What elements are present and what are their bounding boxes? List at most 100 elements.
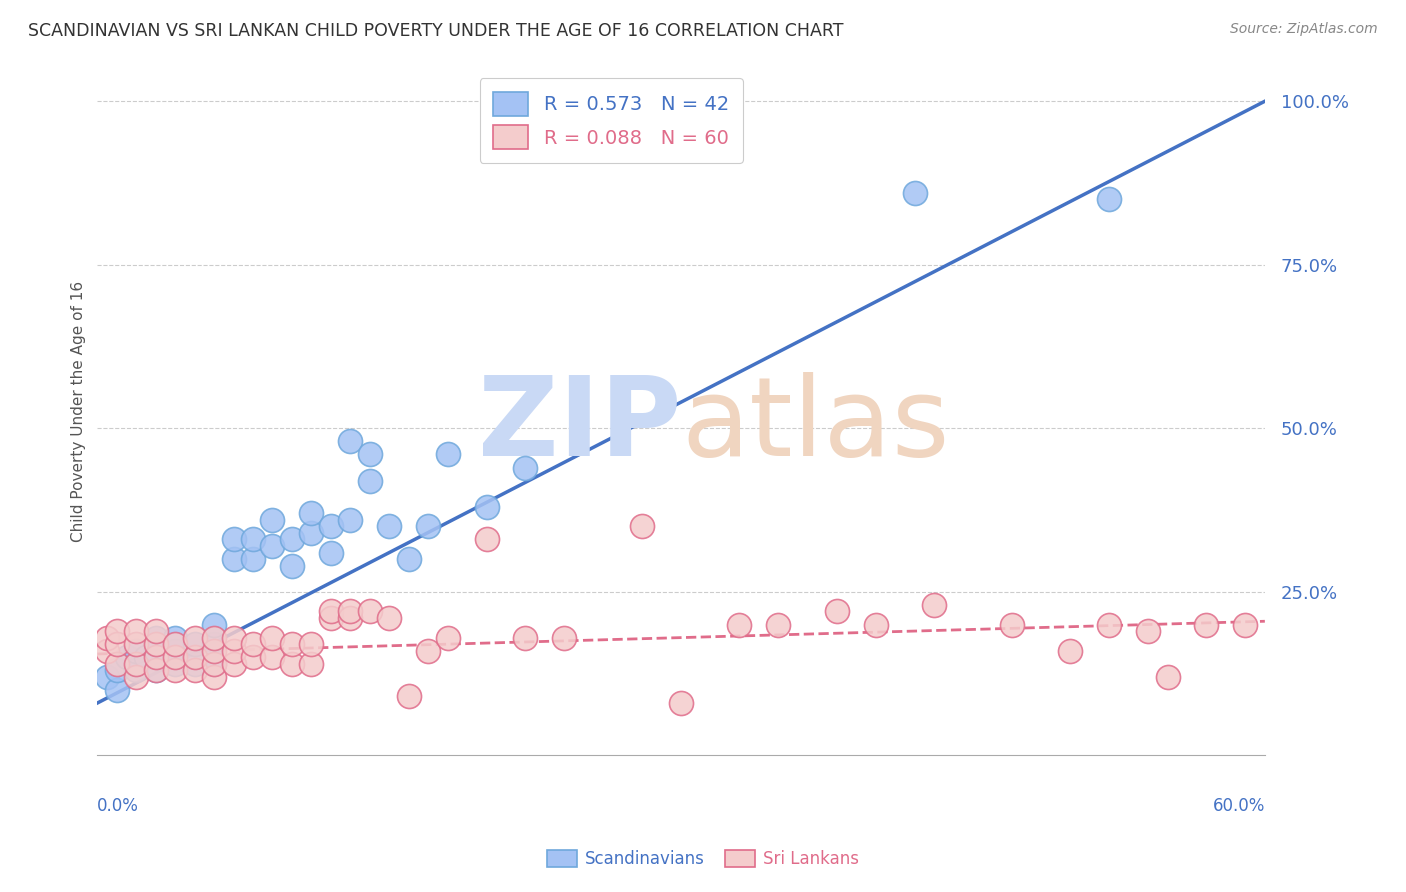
Point [281,657,304,671]
Point [1001,617,1024,632]
Point [105,624,128,638]
Point [96,631,118,645]
Point [145,643,167,657]
Point [825,604,848,618]
Point [222,533,245,547]
Point [125,670,148,684]
Point [418,643,440,657]
Point [242,637,264,651]
Point [281,533,304,547]
Point [378,519,401,533]
Legend: R = 0.573   N = 42, R = 0.088   N = 60: R = 0.573 N = 42, R = 0.088 N = 60 [479,78,742,162]
Point [202,643,225,657]
Point [135,650,157,665]
Point [105,637,128,651]
Point [183,637,205,651]
Point [319,604,342,618]
Point [339,513,361,527]
Text: 0.0%: 0.0% [97,797,139,814]
Y-axis label: Child Poverty Under the Age of 16: Child Poverty Under the Age of 16 [72,281,86,542]
Point [242,650,264,665]
Point [299,506,322,520]
Text: 60.0%: 60.0% [1212,797,1265,814]
Point [105,663,128,677]
Point [125,663,148,677]
Text: ZIP: ZIP [478,372,681,479]
Point [202,657,225,671]
Point [165,637,187,651]
Point [1137,624,1160,638]
Point [125,657,148,671]
Point [339,604,361,618]
Point [242,552,264,566]
Point [299,657,322,671]
Point [262,650,284,665]
Point [145,631,167,645]
Point [1059,643,1081,657]
Point [202,657,225,671]
Point [553,631,575,645]
Point [515,460,537,475]
Point [1234,617,1257,632]
Point [105,682,128,697]
Point [202,617,225,632]
Point [398,690,420,704]
Point [922,598,945,612]
Point [183,631,205,645]
Point [359,474,381,488]
Point [903,186,925,200]
Point [319,611,342,625]
Point [1098,617,1121,632]
Point [319,545,342,559]
Point [145,637,167,651]
Point [1098,192,1121,206]
Legend: Scandinavians, Sri Lankans: Scandinavians, Sri Lankans [540,843,866,875]
Point [728,617,751,632]
Point [1156,670,1178,684]
Point [359,604,381,618]
Point [768,617,790,632]
Point [165,663,187,677]
Text: SCANDINAVIAN VS SRI LANKAN CHILD POVERTY UNDER THE AGE OF 16 CORRELATION CHART: SCANDINAVIAN VS SRI LANKAN CHILD POVERTY… [28,22,844,40]
Point [299,525,322,540]
Point [145,624,167,638]
Point [96,643,118,657]
Point [475,533,498,547]
Point [1195,617,1218,632]
Point [378,611,401,625]
Point [631,519,654,533]
Point [339,611,361,625]
Point [262,539,284,553]
Point [339,434,361,449]
Point [115,650,138,665]
Point [165,631,187,645]
Point [418,519,440,533]
Point [96,670,118,684]
Point [475,500,498,514]
Point [319,519,342,533]
Point [145,650,167,665]
Point [299,637,322,651]
Point [183,657,205,671]
Text: atlas: atlas [681,372,949,479]
Point [281,637,304,651]
Point [222,631,245,645]
Point [183,663,205,677]
Point [222,552,245,566]
Point [242,533,264,547]
Point [145,663,167,677]
Point [262,631,284,645]
Point [202,670,225,684]
Point [222,643,245,657]
Point [105,657,128,671]
Point [165,643,187,657]
Point [202,631,225,645]
Point [183,650,205,665]
Point [125,643,148,657]
Point [125,637,148,651]
Point [222,657,245,671]
Point [436,631,458,645]
Point [669,696,692,710]
Point [262,513,284,527]
Point [436,447,458,461]
